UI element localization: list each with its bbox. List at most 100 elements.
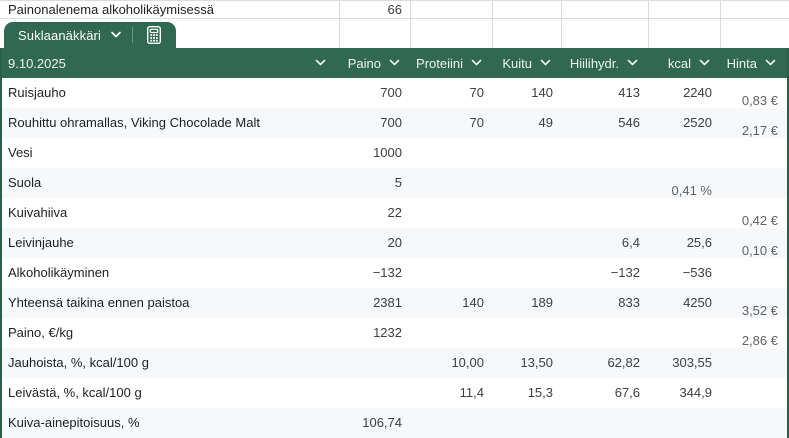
cell-paino[interactable]: 106,74	[362, 415, 402, 430]
cell-proteiini[interactable]: 70	[469, 115, 484, 130]
calculator-icon-button[interactable]	[143, 24, 165, 46]
cell-name[interactable]: Kuivahiiva	[8, 205, 68, 220]
column-header-kuitu[interactable]: Kuitu	[493, 48, 562, 78]
cell-name[interactable]: Suola	[8, 175, 42, 190]
cell-hinta[interactable]: 0,83 €	[741, 93, 778, 108]
cell-kuitu[interactable]	[493, 258, 562, 288]
cell-proteiini[interactable]	[411, 198, 493, 228]
sheet-cell-empty[interactable]	[562, 1, 649, 18]
chevron-down-icon[interactable]	[626, 59, 639, 67]
cell-name[interactable]: Vesi	[8, 145, 33, 160]
cell-kuitu[interactable]	[493, 198, 562, 228]
cell-hiilihydr[interactable]	[562, 168, 649, 198]
cell-proteiini[interactable]	[411, 408, 493, 438]
cell-proteiini[interactable]	[411, 138, 493, 168]
cell-hiilihydr[interactable]	[562, 198, 649, 228]
cell-hiilihydr[interactable]: 833	[618, 295, 640, 310]
chevron-down-icon[interactable]	[110, 31, 122, 39]
cell-hiilihydr[interactable]: 413	[618, 85, 640, 100]
cell-proteiini[interactable]	[411, 168, 493, 198]
sheet-cell-empty[interactable]	[493, 1, 562, 18]
cell-hinta[interactable]: 2,86 €	[741, 333, 778, 348]
cell-hinta[interactable]	[721, 168, 787, 198]
cell-kcal[interactable]: −536	[682, 265, 712, 280]
cell-kuitu[interactable]: 49	[538, 115, 553, 130]
cell-name[interactable]: Leivinjauhe	[8, 235, 74, 250]
cell-name[interactable]: Kuiva-ainepitoisuus, %	[8, 415, 140, 430]
cell-kcal[interactable]: 0,41 %	[671, 183, 712, 198]
cell-hinta[interactable]: 0,42 €	[741, 213, 778, 228]
cell-hiilihydr[interactable]: 546	[618, 115, 640, 130]
cell-kcal[interactable]: 25,6	[686, 235, 712, 250]
cell-hinta[interactable]: 2,17 €	[741, 123, 778, 138]
sheet-cell-label[interactable]: Painonalenema alkoholikäymisessä	[0, 1, 340, 18]
cell-kcal[interactable]	[649, 138, 721, 168]
sheet-cell-empty[interactable]	[721, 1, 789, 18]
cell-paino[interactable]: −132	[372, 265, 402, 280]
cell-kuitu[interactable]	[493, 318, 562, 348]
cell-kcal[interactable]: 2520	[683, 115, 712, 130]
cell-kcal[interactable]	[649, 408, 721, 438]
sheet-cell-empty[interactable]	[411, 1, 493, 18]
cell-kuitu[interactable]: 15,3	[527, 385, 553, 400]
cell-paino[interactable]: 2381	[373, 295, 402, 310]
cell-paino[interactable]: 1000	[373, 145, 402, 160]
cell-kcal[interactable]: 4250	[683, 295, 712, 310]
chevron-down-icon[interactable]	[388, 59, 401, 67]
cell-kuitu[interactable]: 140	[531, 85, 553, 100]
cell-proteiini[interactable]	[411, 318, 493, 348]
sheet-cell-value[interactable]: 66	[340, 1, 411, 18]
cell-name[interactable]: Leivästä, %, kcal/100 g	[8, 385, 142, 400]
chevron-down-icon[interactable]	[314, 59, 327, 67]
cell-kuitu[interactable]	[493, 228, 562, 258]
cell-hinta[interactable]	[721, 408, 787, 438]
cell-hiilihydr[interactable]	[562, 138, 649, 168]
cell-name[interactable]: Jauhoista, %, kcal/100 g	[8, 355, 149, 370]
cell-kuitu[interactable]: 13,50	[520, 355, 553, 370]
cell-kuitu[interactable]	[493, 408, 562, 438]
cell-kcal[interactable]: 303,55	[672, 355, 712, 370]
cell-paino[interactable]: 5	[394, 175, 402, 190]
cell-hiilihydr[interactable]: 67,6	[614, 385, 640, 400]
chevron-down-icon[interactable]	[764, 59, 777, 67]
cell-proteiini[interactable]	[411, 258, 493, 288]
cell-paino[interactable]: 700	[380, 85, 402, 100]
cell-hinta[interactable]: 0,10 €	[741, 243, 778, 258]
cell-kcal[interactable]: 2240	[683, 85, 712, 100]
cell-name[interactable]: Rouhittu ohramallas, Viking Chocolade Ma…	[8, 115, 260, 130]
cell-paino[interactable]: 20	[387, 235, 402, 250]
cell-paino[interactable]	[340, 378, 411, 408]
table-tab[interactable]: Suklaanäkkäri	[4, 22, 176, 48]
cell-name[interactable]: Yhteensä taikina ennen paistoa	[8, 295, 190, 310]
cell-hiilihydr[interactable]: 62,82	[607, 355, 640, 370]
cell-proteiini[interactable]: 140	[462, 295, 484, 310]
chevron-down-icon[interactable]	[539, 59, 552, 67]
cell-paino[interactable]: 1232	[373, 325, 402, 340]
cell-kcal[interactable]: 344,9	[679, 385, 712, 400]
cell-hiilihydr[interactable]	[562, 318, 649, 348]
column-header-proteiini[interactable]: Proteiini	[411, 48, 493, 78]
chevron-down-icon[interactable]	[698, 59, 711, 67]
chevron-down-icon[interactable]	[470, 59, 483, 67]
cell-hiilihydr[interactable]: 6,4	[621, 235, 640, 250]
cell-kuitu[interactable]	[493, 168, 562, 198]
cell-name[interactable]: Ruisjauho	[8, 85, 66, 100]
cell-proteiini[interactable]: 70	[469, 85, 484, 100]
cell-kuitu[interactable]: 189	[531, 295, 553, 310]
cell-proteiini[interactable]: 11,4	[459, 385, 484, 400]
cell-proteiini[interactable]: 10,00	[451, 355, 484, 370]
column-header-paino[interactable]: Paino	[340, 48, 411, 78]
cell-paino[interactable]: 22	[387, 205, 402, 220]
cell-kcal[interactable]	[649, 318, 721, 348]
column-header-kcal[interactable]: kcal	[649, 48, 721, 78]
sheet-cell-empty[interactable]	[649, 1, 721, 18]
cell-proteiini[interactable]	[411, 228, 493, 258]
column-header-date[interactable]: 9.10.2025	[2, 48, 340, 78]
cell-hiilihydr[interactable]: −132	[610, 265, 640, 280]
cell-paino[interactable]	[340, 348, 411, 378]
cell-kuitu[interactable]	[493, 138, 562, 168]
cell-name[interactable]: Alkoholikäyminen	[8, 265, 110, 280]
cell-name[interactable]: Paino, €/kg	[8, 325, 74, 340]
column-header-hinta[interactable]: Hinta	[721, 48, 787, 78]
cell-hinta[interactable]: 3,52 €	[741, 303, 778, 318]
